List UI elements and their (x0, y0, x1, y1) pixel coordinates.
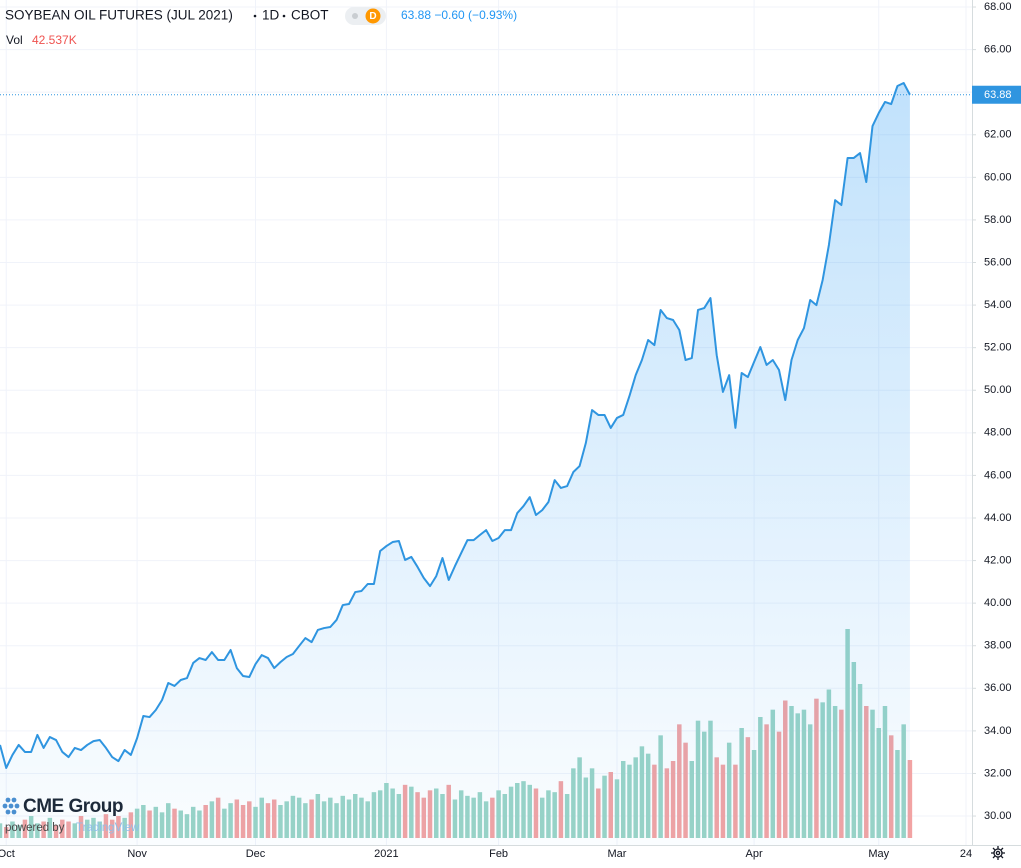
y-tick-label: 30.00 (984, 810, 1012, 822)
x-tick-label: Feb (489, 848, 508, 860)
x-tick-label: Mar (608, 848, 627, 860)
x-tick-label: Oct (0, 848, 15, 860)
exchange: CBOT (291, 8, 329, 23)
y-tick-label: 56.00 (984, 256, 1012, 268)
quote: 63.88 −0.60 (−0.93%) (401, 8, 517, 22)
y-tick-label: 58.00 (984, 214, 1012, 226)
y-tick-label: 42.00 (984, 554, 1012, 566)
powered-brand[interactable]: TradingView (76, 822, 140, 834)
separator-dot (253, 14, 257, 18)
logo-text[interactable]: CME Group (23, 796, 124, 817)
volume-title: Vol (6, 33, 23, 47)
x-tick-label: Nov (127, 848, 147, 860)
logo-icon (2, 797, 20, 815)
price-layer (0, 82, 972, 845)
last-price-box (972, 85, 1021, 104)
y-tick-label: 44.00 (984, 512, 1012, 524)
x-tick-label: 24 (960, 848, 972, 860)
y-tick-label: 40.00 (984, 597, 1012, 609)
y-tick-label: 34.00 (984, 725, 1012, 737)
y-tick-label: 66.00 (984, 44, 1012, 56)
separator-dot (282, 14, 286, 18)
y-tick-label: 32.00 (984, 767, 1012, 779)
x-tick-label: Dec (246, 848, 266, 860)
y-tick-label: 38.00 (984, 640, 1012, 652)
interval[interactable]: 1D (262, 8, 280, 23)
powered-by: powered by (5, 822, 65, 834)
x-tick-label: 2021 (374, 848, 398, 860)
volume-value: 42.537K (32, 33, 77, 47)
badge-letter: D (369, 11, 376, 22)
symbol-title[interactable]: SOYBEAN OIL FUTURES (JUL 2021) (5, 8, 233, 23)
y-tick-label: 48.00 (984, 427, 1012, 439)
y-tick-label: 54.00 (984, 299, 1012, 311)
badge-circle (365, 8, 381, 24)
y-tick-label: 36.00 (984, 682, 1012, 694)
badge-dot (352, 13, 358, 19)
settings-button[interactable] (991, 846, 1005, 860)
y-tick-label: 62.00 (984, 129, 1012, 141)
price-line (0, 82, 911, 769)
y-tick-label: 52.00 (984, 342, 1012, 354)
x-tick-label: May (868, 848, 889, 860)
price-area (0, 83, 910, 845)
y-tick-label: 60.00 (984, 171, 1012, 183)
y-tick-label: 50.00 (984, 384, 1012, 396)
last-price-label: 63.88 (984, 89, 1012, 101)
x-tick-label: Apr (746, 848, 763, 860)
y-tick-label: 68.00 (984, 1, 1012, 13)
y-tick-label: 46.00 (984, 469, 1012, 481)
